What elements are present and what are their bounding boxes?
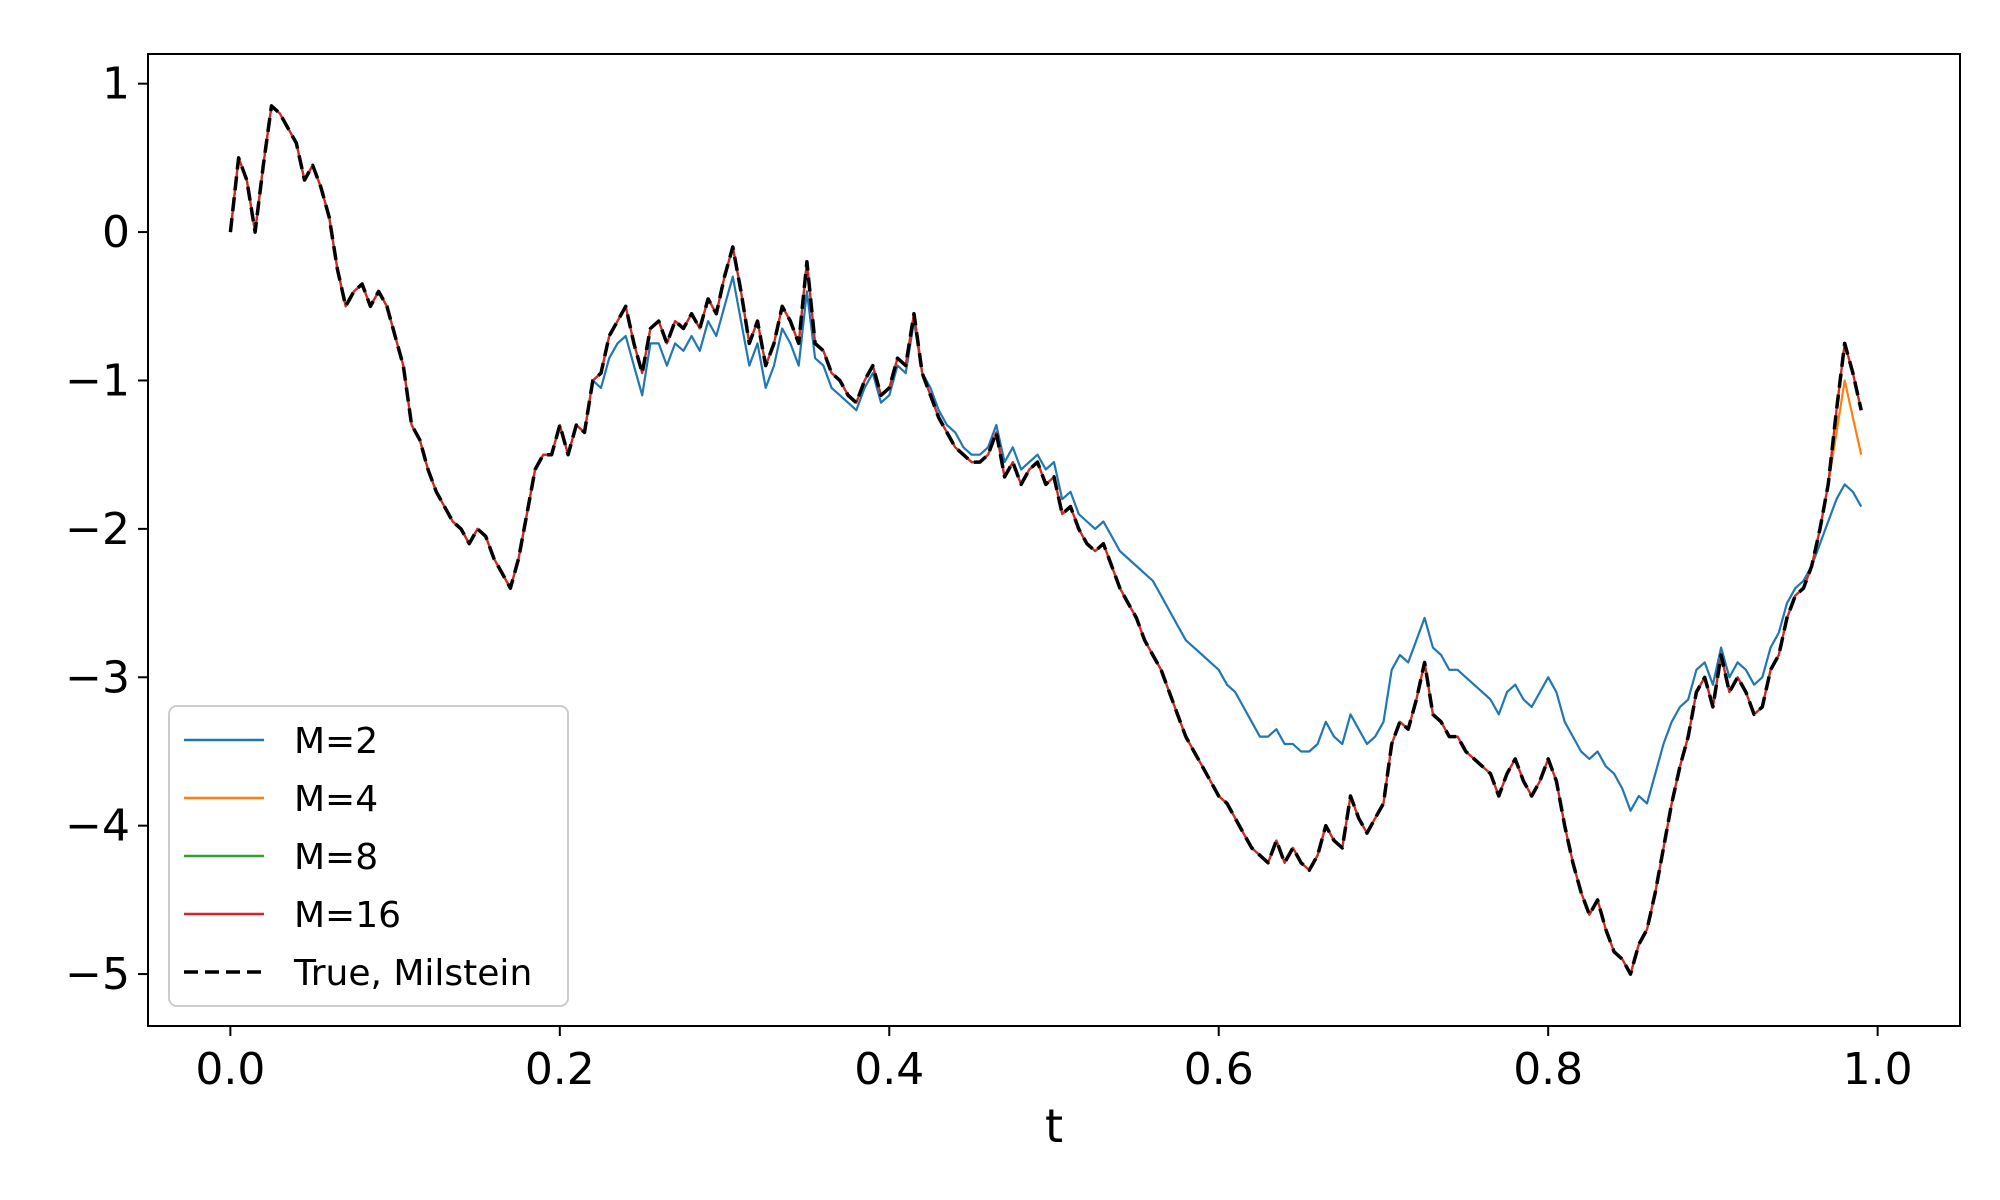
- x-tick-label: 0.2: [525, 1044, 595, 1095]
- x-tick-label: 0.6: [1184, 1044, 1254, 1095]
- x-tick-label: 0.4: [854, 1044, 924, 1095]
- y-tick-label: −5: [65, 949, 130, 1000]
- legend-label: M=16: [294, 895, 401, 936]
- legend-label: True, Milstein: [293, 953, 532, 994]
- legend-label: M=2: [294, 721, 378, 762]
- series-layer: [228, 104, 1863, 976]
- series-line-5: [228, 104, 1863, 976]
- x-tick-label: 0.0: [195, 1044, 265, 1095]
- y-tick-label: −2: [65, 504, 130, 555]
- y-axis: 1 0 −1 −2 −3 −4 −5: [65, 59, 148, 1000]
- y-tick-label: 0: [102, 207, 130, 258]
- x-axis: 0.0 0.2 0.4 0.6 0.8 1.0: [195, 1026, 1913, 1095]
- legend-label: M=4: [294, 779, 378, 820]
- y-tick-label: −3: [65, 652, 130, 703]
- legend: M=2 M=4 M=8 M=16 True, Milstein: [168, 705, 569, 1007]
- x-axis-label: t: [1045, 1099, 1063, 1153]
- y-tick-label: −1: [65, 355, 130, 406]
- axes-frame: [147, 53, 1961, 1027]
- y-tick-label: −4: [65, 801, 130, 852]
- legend-label: M=8: [294, 837, 378, 878]
- x-tick-label: 1.0: [1843, 1044, 1913, 1095]
- legend-box: [168, 705, 569, 1007]
- legend-items: M=2 M=4 M=8 M=16 True, Milstein: [184, 721, 532, 994]
- y-tick-label: 1: [102, 59, 130, 110]
- x-tick-label: 0.8: [1513, 1044, 1583, 1095]
